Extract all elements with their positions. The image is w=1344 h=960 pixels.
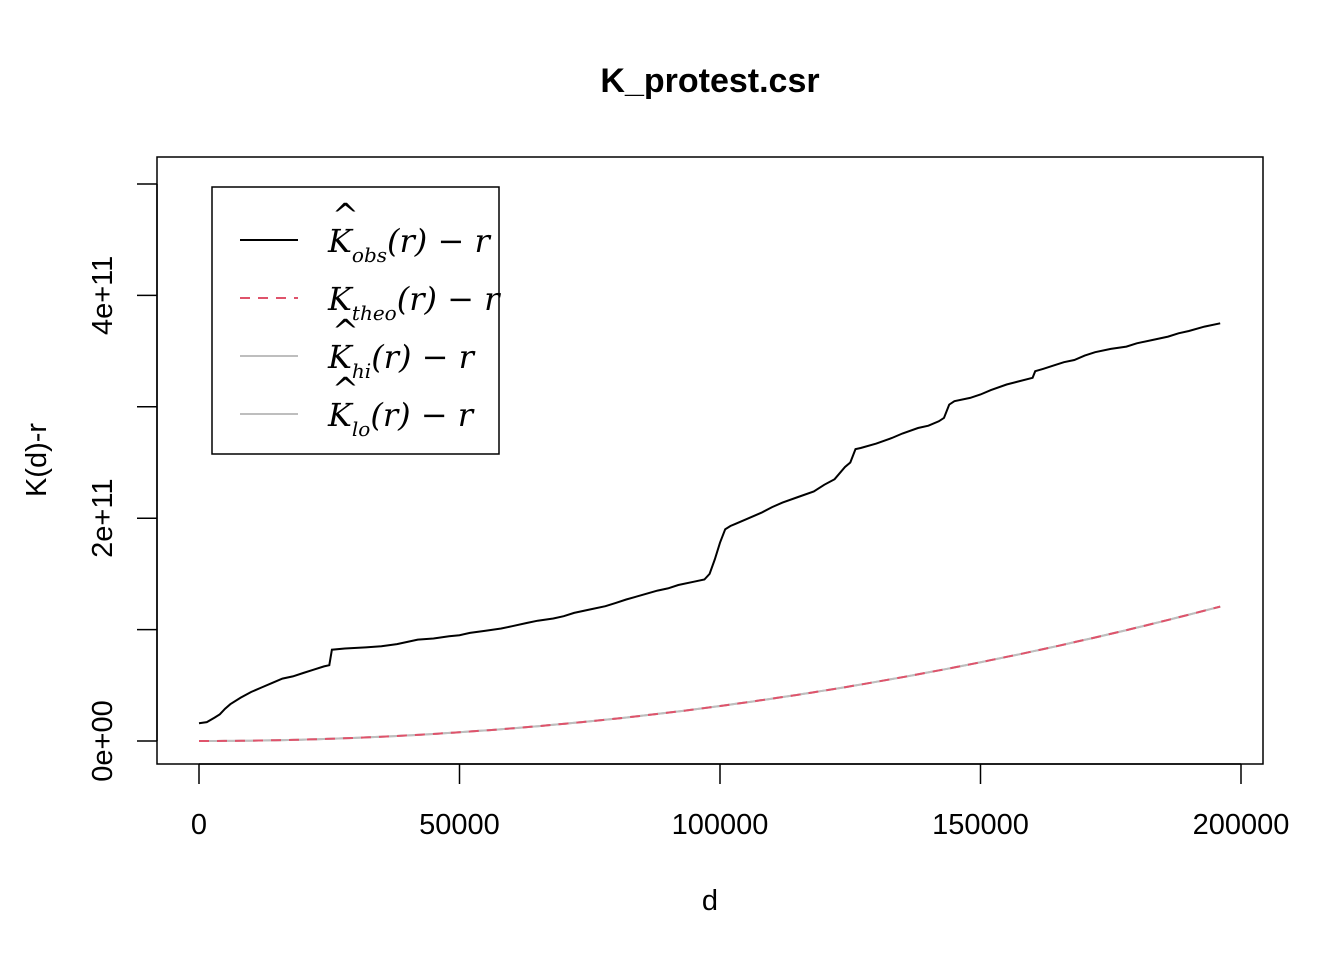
legend-label-hi: Khi(r) − r — [327, 338, 476, 383]
legend-label-theo: Ktheo(r) − r — [327, 280, 501, 325]
legend-hat-lo: ^ — [332, 370, 359, 408]
legend-hat-obs: ^ — [332, 196, 359, 234]
x-axis: 0 50000 100000 150000 200000 — [191, 763, 1290, 841]
y-axis-label: K(d)-r — [21, 423, 53, 497]
y-tick-label: 2e+11 — [87, 479, 119, 558]
x-tick-label: 150000 — [932, 809, 1029, 841]
legend-label-obs: Kobs(r) − r — [327, 222, 491, 267]
series-line-hi — [199, 605, 1221, 742]
chart-title: K_protest.csr — [600, 62, 819, 100]
series-line-obs — [198, 322, 1221, 725]
series-layer — [198, 322, 1221, 742]
x-tick-label: 50000 — [419, 809, 500, 841]
y-tick-label: 4e+11 — [87, 256, 119, 335]
legend-box — [211, 186, 500, 455]
x-tick-label: 200000 — [1193, 809, 1290, 841]
x-axis-label: d — [702, 885, 718, 917]
series-line-lo — [199, 605, 1221, 742]
y-axis: 0e+00 2e+11 4e+11 — [87, 183, 158, 782]
x-tick-label: 100000 — [672, 809, 769, 841]
series-line-theo — [199, 605, 1221, 742]
y-tick-label: 0e+00 — [87, 700, 119, 781]
legend-label-lo: Klo(r) − r — [327, 396, 475, 441]
x-tick-label: 0 — [191, 809, 207, 841]
legend-hat-hi: ^ — [332, 312, 359, 350]
